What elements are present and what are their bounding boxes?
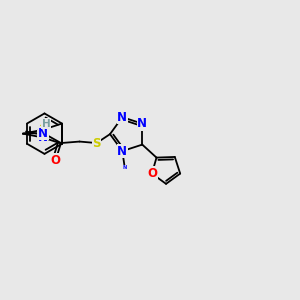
Text: N: N bbox=[38, 131, 48, 144]
Text: O: O bbox=[147, 167, 157, 180]
Text: N: N bbox=[137, 117, 147, 130]
Text: N: N bbox=[117, 145, 127, 158]
Text: N: N bbox=[38, 127, 48, 140]
Text: H: H bbox=[42, 118, 50, 128]
Text: O: O bbox=[51, 154, 61, 167]
Text: N: N bbox=[123, 165, 127, 170]
Text: N: N bbox=[117, 111, 127, 124]
Text: S: S bbox=[38, 123, 47, 136]
Text: S: S bbox=[92, 136, 101, 149]
